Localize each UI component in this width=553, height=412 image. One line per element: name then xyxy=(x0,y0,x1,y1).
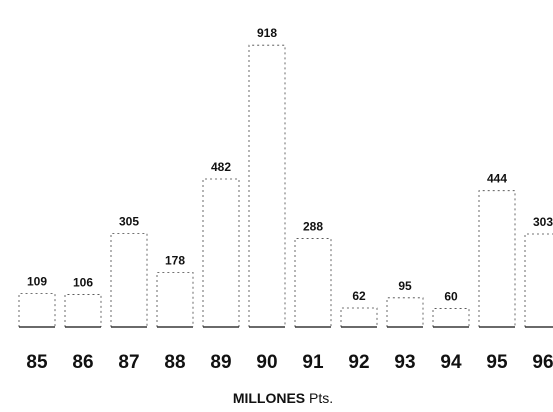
bar-93 xyxy=(386,297,424,327)
bar-96 xyxy=(524,233,553,327)
bar-89 xyxy=(202,178,240,327)
value-label-94: 60 xyxy=(444,290,458,304)
x-tick-label-92: 92 xyxy=(348,352,369,373)
value-label-85: 109 xyxy=(27,275,47,289)
x-tick-labels-group: 85 86 87 88 89 90 91 92 93 94 95 96 xyxy=(26,352,553,373)
x-tick-label-93: 93 xyxy=(394,352,415,373)
bars-group xyxy=(18,44,553,328)
bar-87 xyxy=(110,232,148,327)
value-label-86: 106 xyxy=(73,275,93,289)
value-label-92: 62 xyxy=(352,289,366,303)
x-axis-label: MILLONES Pts. xyxy=(233,390,333,406)
value-label-89: 482 xyxy=(211,160,231,174)
bar-88 xyxy=(156,271,194,327)
value-label-90: 918 xyxy=(257,26,277,40)
x-tick-label-90: 90 xyxy=(256,352,277,373)
bar-86 xyxy=(64,294,102,327)
x-tick-label-91: 91 xyxy=(302,352,324,373)
value-labels-group: 109 106 305 178 482 918 288 62 95 60 444 303 xyxy=(27,26,553,303)
bar-95 xyxy=(478,190,516,327)
x-axis-label-main: MILLONES xyxy=(233,390,305,406)
value-label-96: 303 xyxy=(533,215,553,229)
x-tick-label-95: 95 xyxy=(486,352,508,373)
x-tick-label-89: 89 xyxy=(210,352,231,373)
bar-91 xyxy=(294,238,332,327)
bar-92 xyxy=(340,307,378,327)
x-tick-label-88: 88 xyxy=(164,352,185,373)
x-tick-label-87: 87 xyxy=(118,352,139,373)
value-label-93: 95 xyxy=(398,279,412,293)
bar-85 xyxy=(18,293,56,327)
x-tick-label-86: 86 xyxy=(72,352,93,373)
value-label-91: 288 xyxy=(303,220,323,234)
x-axis-label-suffix: Pts. xyxy=(305,390,333,406)
x-tick-label-85: 85 xyxy=(26,352,48,373)
bar-94 xyxy=(432,308,470,327)
value-label-95: 444 xyxy=(487,172,507,186)
x-tick-label-96: 96 xyxy=(532,352,553,373)
bar-90 xyxy=(248,44,286,327)
x-tick-label-94: 94 xyxy=(440,352,462,373)
value-label-88: 178 xyxy=(165,253,185,267)
value-label-87: 305 xyxy=(119,214,139,228)
